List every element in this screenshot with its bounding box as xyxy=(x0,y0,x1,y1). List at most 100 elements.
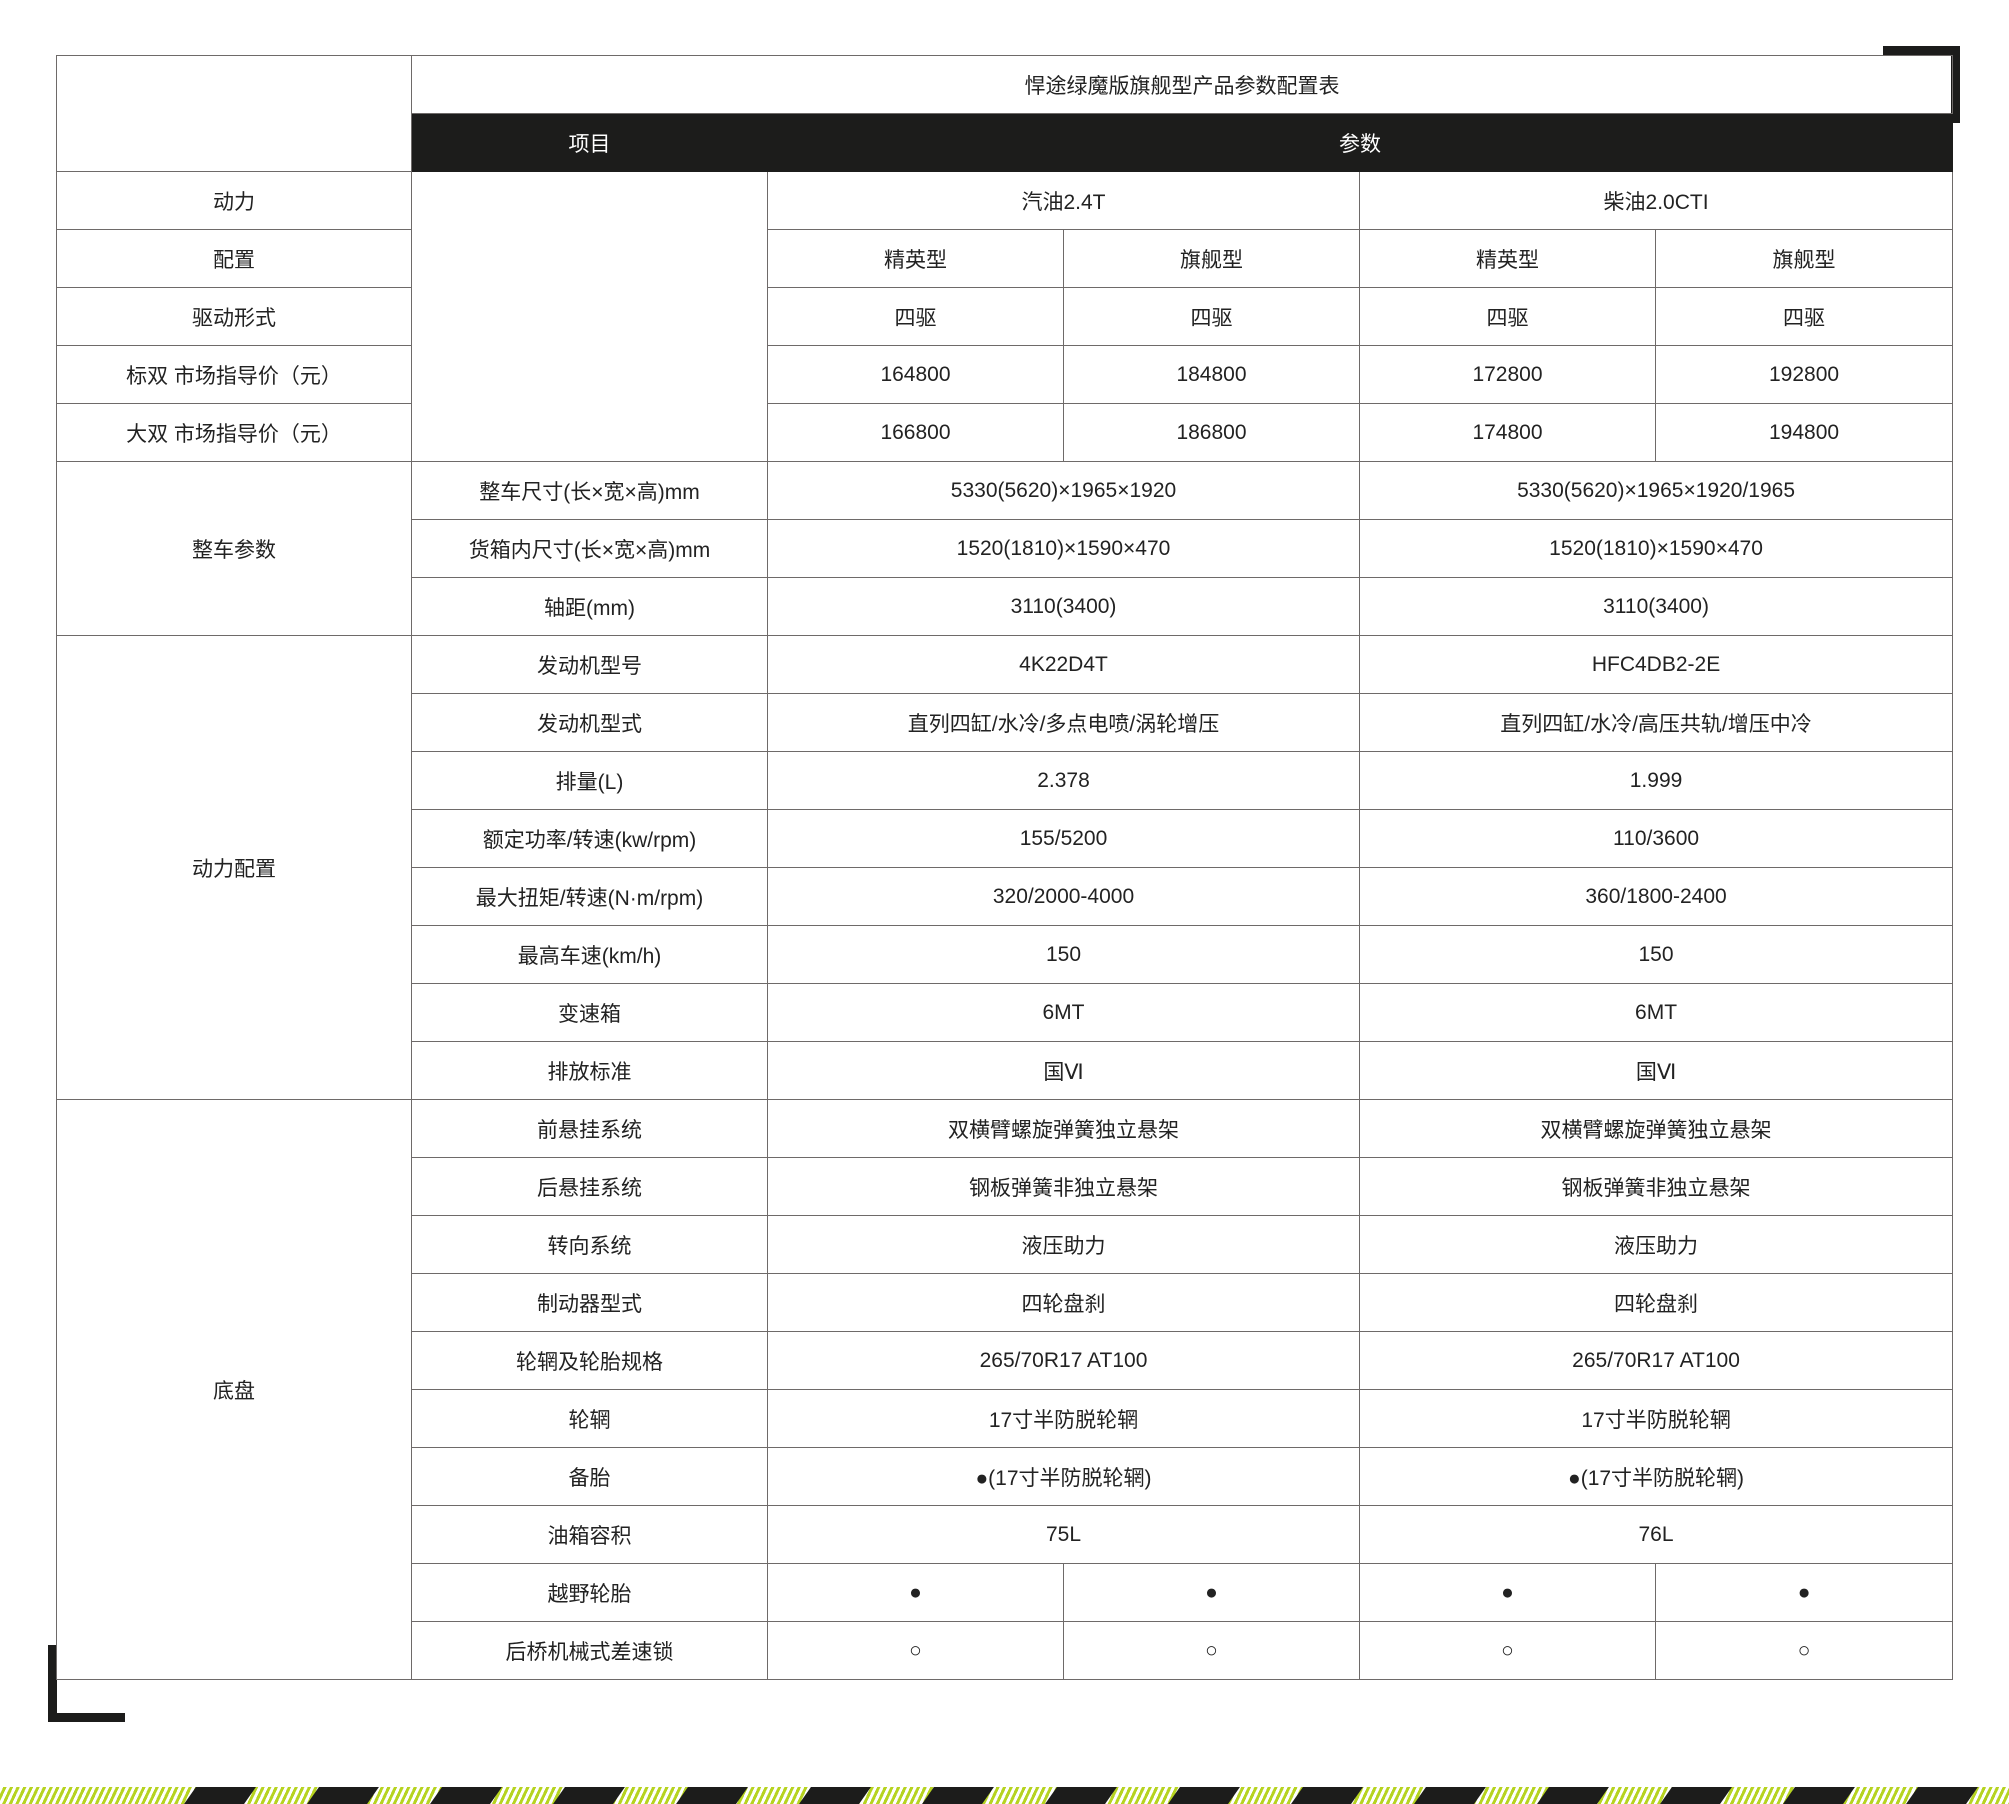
item-label: 排量(L) xyxy=(411,751,768,810)
value-cell: 184800 xyxy=(1063,345,1360,404)
row-label: 标双 市场指导价（元） xyxy=(56,345,412,404)
value-cell: ○ xyxy=(767,1621,1064,1680)
table-row: 配置 精英型 旗舰型 精英型 旗舰型 xyxy=(56,229,1954,288)
table-title: 悍途绿魔版旗舰型产品参数配置表 xyxy=(410,55,1954,114)
stripe-block xyxy=(1783,1787,1855,1804)
item-label: 轮辋 xyxy=(411,1389,768,1448)
decorative-hazard-stripe xyxy=(0,1787,2009,1804)
corner-blank-cell xyxy=(56,55,412,172)
stripe-block xyxy=(799,1787,871,1804)
value-cell: ● xyxy=(1654,1563,1954,1622)
corner-bracket-bottom-left xyxy=(48,1645,57,1722)
stripe-block xyxy=(307,1787,379,1804)
value-cell: 四驱 xyxy=(1063,287,1360,346)
value-cell: 旗舰型 xyxy=(1063,229,1360,288)
value-cell: ○ xyxy=(1063,1621,1360,1680)
value-cell: 360/1800-2400 xyxy=(1358,867,1954,926)
value-cell: 265/70R17 AT100 xyxy=(767,1331,1360,1390)
item-label: 转向系统 xyxy=(411,1215,768,1274)
value-cell: 钢板弹簧非独立悬架 xyxy=(767,1157,1360,1216)
item-label: 轴距(mm) xyxy=(411,577,768,636)
value-cell: 1.999 xyxy=(1358,751,1954,810)
value-cell: 旗舰型 xyxy=(1654,229,1954,288)
value-cell: 3110(3400) xyxy=(1358,577,1954,636)
value-cell: 1520(1810)×1590×470 xyxy=(1358,519,1954,578)
stripe-block xyxy=(1045,1787,1117,1804)
blank-cell xyxy=(411,171,768,462)
table-row: 整车参数 整车尺寸(长×宽×高)mm 5330(5620)×1965×1920 533… xyxy=(56,461,1954,636)
stripe-block xyxy=(553,1787,625,1804)
value-cell: 164800 xyxy=(767,345,1064,404)
value-cell: ● xyxy=(767,1563,1064,1622)
value-cell: 150 xyxy=(767,925,1360,984)
table-row: 驱动形式 四驱 四驱 四驱 四驱 xyxy=(56,287,1954,346)
corner-bracket-top-right xyxy=(1951,46,1960,123)
stripe-block xyxy=(184,1787,256,1804)
value-cell: HFC4DB2-2E xyxy=(1358,635,1954,694)
group-label: 整车参数 xyxy=(56,461,412,636)
spec-table: 悍途绿魔版旗舰型产品参数配置表 项目 参数 动力 汽油2.4T 柴油2.0CTI 配置… xyxy=(56,55,1954,1680)
stripe-block xyxy=(1537,1787,1609,1804)
value-cell: 150 xyxy=(1358,925,1954,984)
title-row: 悍途绿魔版旗舰型产品参数配置表 xyxy=(56,55,1954,172)
item-label: 越野轮胎 xyxy=(411,1563,768,1622)
stripe-block xyxy=(1168,1787,1240,1804)
value-cell: 186800 xyxy=(1063,403,1360,462)
table-row: 油箱容积 75L 76L xyxy=(57,1505,1954,1564)
value-cell: ●(17寸半防脱轮辋) xyxy=(1358,1447,1954,1506)
value-cell: 直列四缸/水冷/高压共轨/增压中冷 xyxy=(1358,693,1954,752)
value-cell: 四驱 xyxy=(1359,287,1656,346)
value-cell: 四驱 xyxy=(767,287,1064,346)
value-cell: 双横臂螺旋弹簧独立悬架 xyxy=(1358,1099,1954,1158)
value-cell: 双横臂螺旋弹簧独立悬架 xyxy=(767,1099,1360,1158)
value-cell: 5330(5620)×1965×1920/1965 xyxy=(1358,461,1954,520)
table-row: 轴距(mm) 3110(3400) 3110(3400) xyxy=(57,577,1954,636)
value-cell: 四轮盘刹 xyxy=(767,1273,1360,1332)
item-label: 整车尺寸(长×宽×高)mm xyxy=(411,461,768,520)
item-label: 后悬挂系统 xyxy=(411,1157,768,1216)
value-cell: 液压助力 xyxy=(1358,1215,1954,1274)
stripe-block xyxy=(676,1787,748,1804)
table-row: 排量(L) 2.378 1.999 xyxy=(57,751,1954,810)
item-label: 备胎 xyxy=(411,1447,768,1506)
item-label: 发动机型式 xyxy=(411,693,768,752)
value-cell: ●(17寸半防脱轮辋) xyxy=(767,1447,1360,1506)
item-label: 油箱容积 xyxy=(411,1505,768,1564)
value-cell: 汽油2.4T xyxy=(767,171,1360,230)
value-cell: ● xyxy=(1063,1563,1360,1622)
value-cell: 5330(5620)×1965×1920 xyxy=(767,461,1360,520)
value-cell: ○ xyxy=(1654,1621,1954,1680)
item-label: 轮辋及轮胎规格 xyxy=(411,1331,768,1390)
value-cell: 17寸半防脱轮辋 xyxy=(767,1389,1360,1448)
value-cell: 166800 xyxy=(767,403,1064,462)
table-row: 变速箱 6MT 6MT xyxy=(57,983,1954,1042)
value-cell: 6MT xyxy=(1358,983,1954,1042)
row-label: 驱动形式 xyxy=(56,287,412,346)
table-row: 货箱内尺寸(长×宽×高)mm 1520(1810)×1590×470 1520(18… xyxy=(57,519,1954,578)
value-cell: 四轮盘刹 xyxy=(1358,1273,1954,1332)
corner-bracket-top-right xyxy=(1883,46,1960,55)
table-row: 越野轮胎 ● ● ● ● xyxy=(57,1563,1954,1622)
value-cell: 精英型 xyxy=(1359,229,1656,288)
table-row: 额定功率/转速(kw/rpm) 155/5200 110/3600 xyxy=(57,809,1954,868)
corner-bracket-bottom-left xyxy=(48,1713,125,1722)
table-row: 轮辋及轮胎规格 265/70R17 AT100 265/70R17 AT100 xyxy=(57,1331,1954,1390)
value-cell: 3110(3400) xyxy=(767,577,1360,636)
value-cell: 4K22D4T xyxy=(767,635,1360,694)
header-item: 项目 xyxy=(411,113,768,172)
value-cell: 精英型 xyxy=(767,229,1064,288)
stripe-block xyxy=(430,1787,502,1804)
value-cell: 柴油2.0CTI xyxy=(1358,171,1954,230)
table-row: 轮辋 17寸半防脱轮辋 17寸半防脱轮辋 xyxy=(57,1389,1954,1448)
table-row: 最大扭矩/转速(N·m/rpm) 320/2000-4000 360/1800-24… xyxy=(57,867,1954,926)
stripe-block xyxy=(922,1787,994,1804)
table-row: 标双 市场指导价（元） 164800 184800 172800 192800 xyxy=(56,345,1954,404)
table-row: 最高车速(km/h) 150 150 xyxy=(57,925,1954,984)
value-cell: 110/3600 xyxy=(1358,809,1954,868)
value-cell: 194800 xyxy=(1654,403,1954,462)
value-cell: 172800 xyxy=(1359,345,1656,404)
value-cell: ○ xyxy=(1359,1621,1656,1680)
table-row: 后桥机械式差速锁 ○ ○ ○ ○ xyxy=(57,1621,1954,1680)
table-row: 底盘 前悬挂系统 双横臂螺旋弹簧独立悬架 双横臂螺旋弹簧独立悬架 xyxy=(56,1099,1954,1680)
value-cell: 75L xyxy=(767,1505,1360,1564)
